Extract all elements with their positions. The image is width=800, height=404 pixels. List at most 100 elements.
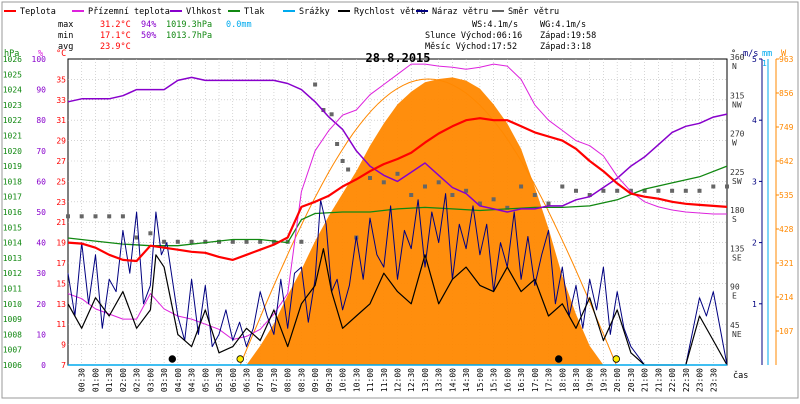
- temp-tick-label: 33: [56, 96, 66, 105]
- time-tick-label: 20:30: [627, 368, 636, 392]
- wind-tick-label: 4: [752, 116, 757, 125]
- hpa-tick-label: 1013: [3, 254, 22, 263]
- time-tick-label: 10:00: [339, 368, 348, 392]
- direction-tick-deg: 135: [730, 244, 745, 253]
- legend-label: Rychlost větru: [354, 7, 426, 17]
- time-tick-label: 17:30: [545, 368, 554, 392]
- time-tick-label: 13:30: [435, 368, 444, 392]
- wind-direction-point: [546, 201, 551, 206]
- stats-min-hum: 50%: [141, 31, 156, 41]
- time-tick-label: 01:00: [91, 368, 100, 392]
- time-tick-label: 18:00: [558, 368, 567, 392]
- wind-direction-point: [642, 188, 647, 193]
- wind-sun-info: WS:4.1m/s WG:4.1m/s Slunce Východ:06:16 …: [425, 20, 596, 52]
- time-tick-label: 06:30: [242, 368, 251, 392]
- series-gust: [67, 193, 728, 366]
- direction-tick-name: S: [732, 215, 737, 224]
- time-tick-label: 18:30: [572, 368, 581, 392]
- temp-tick-label: 15: [56, 279, 66, 288]
- humidity-axis-title: %: [38, 49, 43, 59]
- time-axis-title: čas: [733, 370, 748, 381]
- hpa-tick-label: 1023: [3, 101, 22, 110]
- time-tick-label: 10:30: [352, 368, 361, 392]
- direction-tick-name: SW: [732, 177, 742, 186]
- wind-gust-info: WG:4.1m/s: [540, 20, 586, 30]
- humidity-tick-label: 10: [36, 330, 46, 339]
- time-tick-label: 02:00: [119, 368, 128, 392]
- time-tick-label: 01:30: [105, 368, 114, 392]
- hpa-tick-label: 1011: [3, 285, 22, 294]
- hpa-tick-label: 1010: [3, 300, 22, 309]
- sun-set-info: Západ:19:58: [540, 31, 596, 41]
- temp-tick-label: 21: [56, 218, 66, 227]
- hpa-tick-label: 1025: [3, 70, 22, 79]
- time-tick-label: 16:00: [503, 368, 512, 392]
- time-tick-label: 22:00: [668, 368, 677, 392]
- time-tick-label: 15:00: [476, 368, 485, 392]
- wind-direction-point: [313, 82, 318, 87]
- wind-direction-point: [368, 176, 372, 180]
- humidity-tick-label: 70: [36, 147, 46, 156]
- wind-speed-info: WS:4.1m/s: [472, 20, 518, 30]
- solar-tick-label: 535: [779, 191, 794, 200]
- direction-tick-deg: 45: [730, 321, 740, 330]
- stats-min-label: min: [58, 31, 73, 41]
- wind-direction-point: [346, 167, 351, 172]
- wind-direction-point: [107, 214, 112, 219]
- sunrise-marker: [236, 355, 244, 363]
- legend-label: Přízemní teplota: [88, 7, 170, 17]
- legend-label: Srážky: [299, 7, 330, 17]
- wind-direction-point: [395, 171, 400, 176]
- humidity-tick-label: 20: [36, 300, 46, 309]
- wind-direction-point: [697, 188, 702, 193]
- hpa-tick-label: 1021: [3, 132, 22, 141]
- time-tick-label: 00:30: [78, 368, 87, 392]
- time-tick-label: 08:00: [284, 368, 293, 392]
- direction-tick-deg: 90: [730, 283, 740, 292]
- wind-direction-point: [120, 214, 125, 219]
- wind-direction-point: [477, 201, 482, 206]
- direction-tick-deg: 315: [730, 91, 745, 100]
- time-tick-label: 12:30: [407, 368, 416, 392]
- sunset-marker: [612, 355, 620, 363]
- temp-tick-label: 7: [61, 361, 66, 370]
- series-wind: [67, 248, 728, 366]
- hpa-tick-label: 1020: [3, 147, 22, 156]
- time-tick-label: 19:00: [586, 368, 595, 392]
- solar-tick-label: 321: [779, 259, 794, 268]
- time-tick-label: 03:30: [160, 368, 169, 392]
- hpa-tick-label: 1009: [3, 315, 22, 324]
- stats-block: max 31.2°C 94% 1019.3hPa 0.0mm min 17.1°…: [58, 20, 252, 52]
- temp-tick-label: 19: [56, 239, 66, 248]
- humidity-tick-label: 90: [36, 86, 46, 95]
- wind-direction-point: [340, 159, 345, 163]
- direction-tick-deg: 360: [730, 53, 745, 62]
- time-tick-label: 12:00: [394, 368, 403, 392]
- wind-direction-point: [532, 193, 537, 197]
- wind-direction-point: [134, 235, 139, 240]
- wind-direction-point: [189, 239, 194, 244]
- rain-axis-title: mm: [762, 49, 772, 59]
- stats-min-temp: 17.1°C: [100, 31, 131, 41]
- wind-direction-point: [299, 239, 304, 244]
- direction-tick-name: W: [732, 139, 737, 148]
- series-humidity: [67, 76, 728, 213]
- hpa-tick-label: 1015: [3, 223, 22, 232]
- time-tick-label: 14:00: [448, 368, 457, 392]
- humidity-tick-label: 60: [36, 177, 46, 186]
- wind-tick-label: 3: [752, 177, 757, 186]
- solar-tick-label: 856: [779, 89, 794, 98]
- hpa-tick-label: 1019: [3, 162, 22, 171]
- wind-direction-point: [601, 188, 606, 193]
- time-tick-label: 07:00: [256, 368, 265, 392]
- wind-direction-point: [148, 231, 153, 236]
- hpa-tick-label: 1024: [3, 86, 22, 95]
- wind-direction-point: [423, 184, 427, 189]
- rain-tick-label: 1: [762, 59, 767, 68]
- stats-max-rain: 0.0mm: [226, 20, 252, 30]
- temp-tick-label: 25: [56, 177, 66, 186]
- plot-area: [66, 63, 729, 366]
- stats-min-press: 1013.7hPa: [166, 31, 212, 41]
